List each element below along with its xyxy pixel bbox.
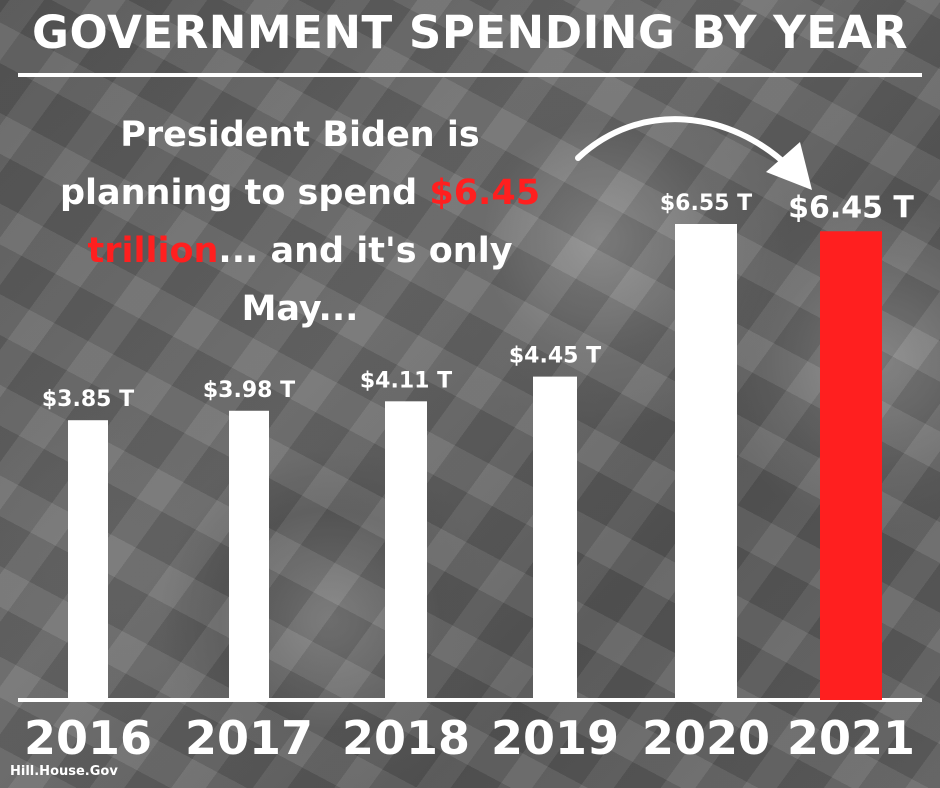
annotation-text: President Biden is planning to spend $6.… <box>40 106 560 338</box>
value-label-2020: $6.55 T <box>660 191 752 216</box>
x-tick-2018: 2018 <box>342 711 470 765</box>
bar-2021 <box>820 231 882 700</box>
annotation-after: ... and it's only May... <box>218 231 513 329</box>
value-label-2018: $4.11 T <box>360 368 452 393</box>
bar-2020 <box>675 224 737 700</box>
bar-2019 <box>533 376 577 700</box>
annotation-before: President Biden is planning to spend <box>59 115 480 213</box>
x-tick-2021: 2021 <box>787 711 915 765</box>
arrow-head-icon <box>766 142 812 190</box>
bar-2016 <box>68 420 108 700</box>
value-label-2017: $3.98 T <box>203 378 295 403</box>
value-label-2016: $3.85 T <box>42 387 134 412</box>
bar-2017 <box>229 410 269 700</box>
value-label-2021: $6.45 T <box>788 190 914 225</box>
source-credit: Hill.House.Gov <box>10 764 118 779</box>
curved-arrow <box>575 116 793 171</box>
chart-title: GOVERNMENT SPENDING BY YEAR <box>32 6 908 59</box>
annotation-highlight: $6.45 trillion <box>87 173 541 271</box>
bar-2018 <box>385 401 427 700</box>
x-tick-2016: 2016 <box>24 711 152 765</box>
x-tick-2017: 2017 <box>185 711 313 765</box>
x-tick-2019: 2019 <box>491 711 619 765</box>
value-label-2019: $4.45 T <box>509 344 601 369</box>
title-divider <box>18 73 922 77</box>
x-tick-2020: 2020 <box>642 711 770 765</box>
